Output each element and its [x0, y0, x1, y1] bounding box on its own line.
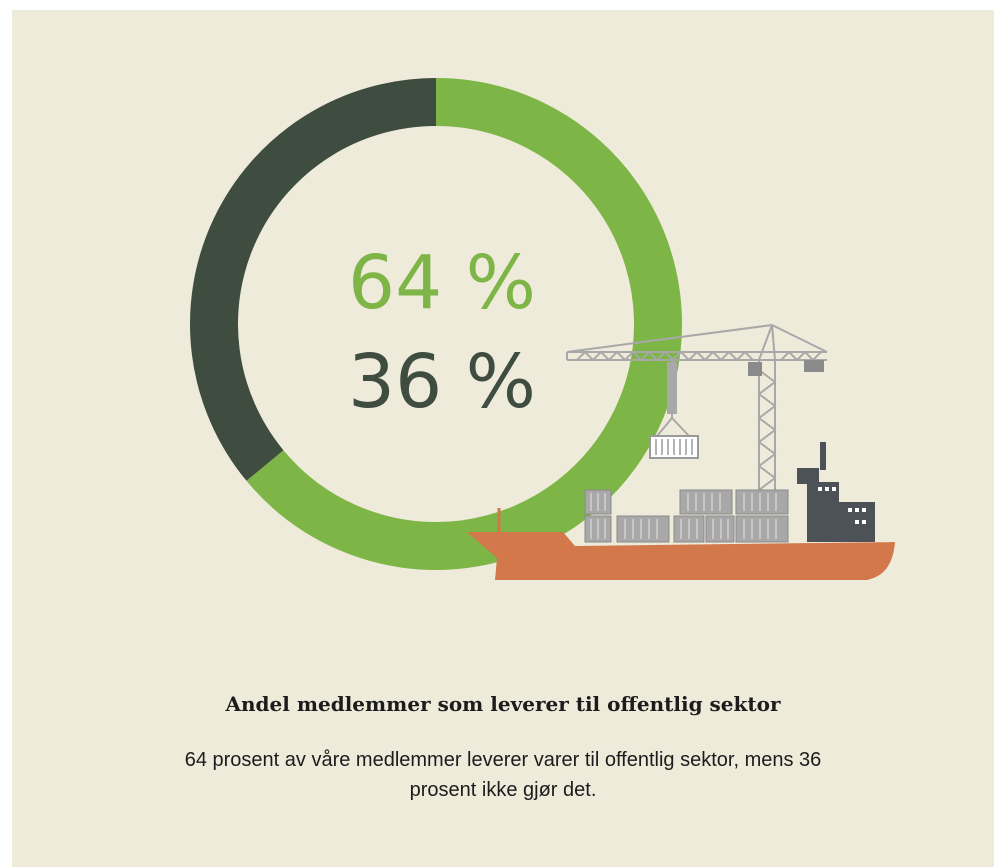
caption-title: Andel medlemmer som leverer til offentli…: [225, 692, 781, 716]
caption-text: 64 prosent av våre medlemmer leverer var…: [184, 749, 822, 801]
cargo-ship-with-crane-icon: [467, 324, 895, 580]
percent-yes-label: 64 %: [348, 240, 536, 326]
donut-slice-1: [190, 78, 437, 481]
percent-no-label: 36 %: [348, 339, 536, 425]
donut-chart: [190, 78, 682, 570]
infographic-card: 64 % 36 %: [12, 10, 994, 867]
donut-slice-0: [246, 78, 682, 570]
